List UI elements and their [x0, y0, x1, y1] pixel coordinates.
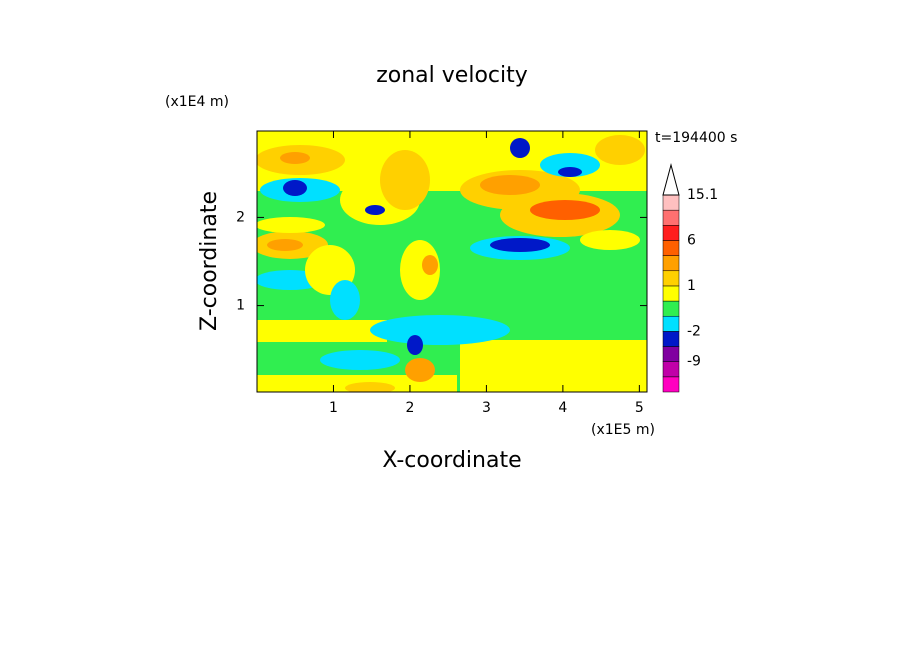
plot-frame — [256, 130, 648, 393]
colorbar-box — [662, 315, 680, 332]
colorbar-box — [662, 331, 680, 347]
colorbar-box — [662, 285, 680, 302]
x-tick-label: 1 — [329, 400, 338, 416]
colorbar-box — [662, 346, 680, 362]
colorbar-box — [662, 361, 680, 378]
colorbar-label: -9 — [687, 354, 701, 370]
y-tick-label: 1 — [236, 298, 245, 314]
chart-title: zonal velocity — [376, 63, 528, 88]
colorbar-box — [662, 194, 680, 211]
colorbar-box — [662, 300, 680, 317]
time-label: t=194400 s — [655, 130, 737, 146]
y-axis-label: Z-coordinate — [197, 191, 222, 331]
colorbar-box — [662, 255, 680, 272]
x-tick-label: 2 — [405, 400, 414, 416]
colorbar-label: 15.1 — [687, 187, 718, 203]
colorbar-box — [662, 376, 680, 393]
colorbar-label: 6 — [687, 232, 696, 248]
colorbar-arrow — [662, 163, 680, 196]
x-tick-label: 5 — [635, 400, 644, 416]
colorbar-box — [662, 209, 680, 226]
y-tick-label: 2 — [236, 209, 245, 225]
x-unit: (x1E5 m) — [591, 422, 655, 438]
contour-field — [257, 131, 647, 392]
colorbar-label: -2 — [687, 323, 701, 339]
colorbar-box — [662, 240, 680, 256]
colorbar-box — [662, 225, 680, 241]
colorbar-box — [662, 270, 680, 287]
x-axis-label: X-coordinate — [382, 448, 521, 473]
x-tick-label: 3 — [482, 400, 491, 416]
x-tick-label: 4 — [558, 400, 567, 416]
y-unit: (x1E4 m) — [165, 94, 229, 110]
colorbar-label: 1 — [687, 278, 696, 294]
